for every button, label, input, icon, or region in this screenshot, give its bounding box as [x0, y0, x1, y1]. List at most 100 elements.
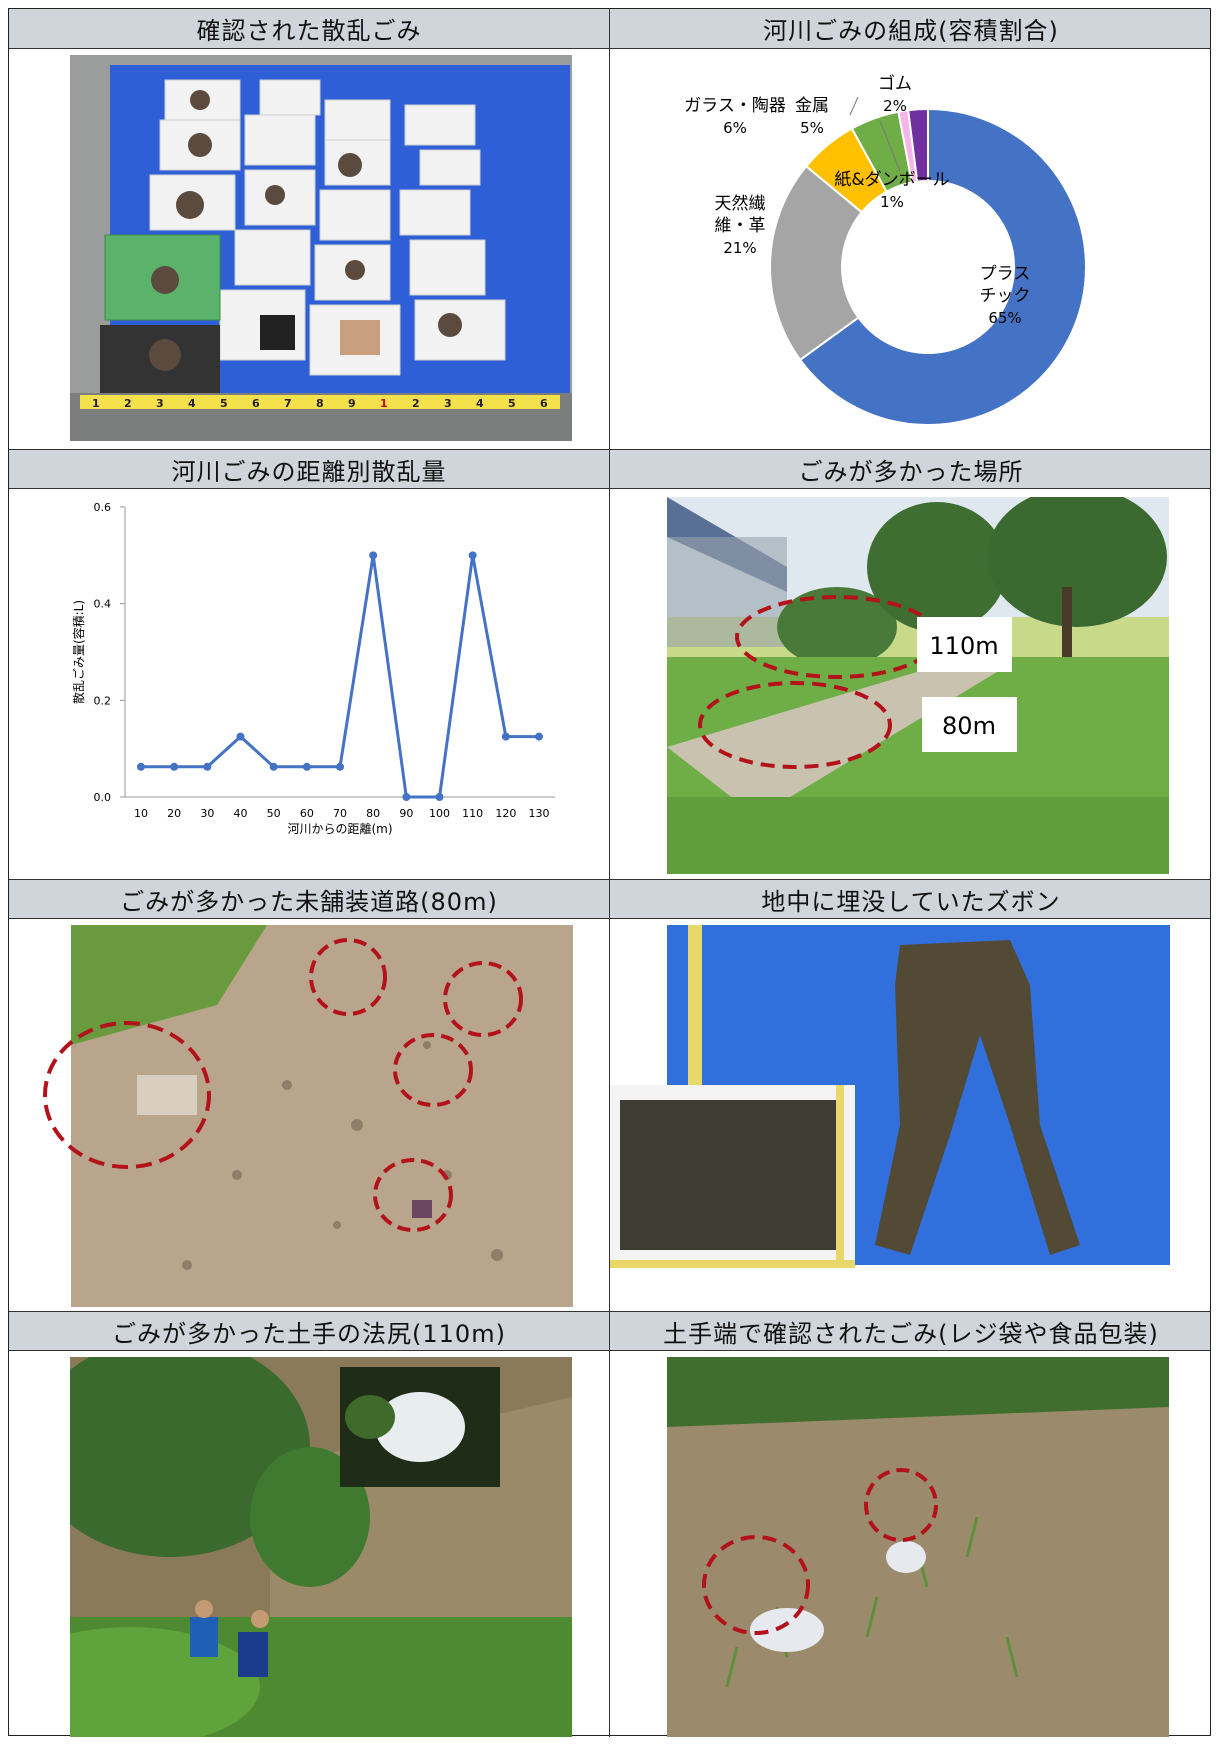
ruler-digit: 1 [92, 397, 100, 410]
donut-category-text: プラス [980, 264, 1031, 284]
leader-line-paper [879, 120, 901, 172]
ruler-digit: 9 [348, 397, 356, 410]
data-point [369, 551, 378, 560]
ruler-digit: 4 [476, 397, 484, 410]
row2-header: 河川ごみの距離別散乱量 ごみが多かった場所 [9, 449, 1210, 489]
x-tick-label: 120 [495, 807, 516, 820]
row1-body: 1 2 3 4 5 6 7 8 9 1 2 3 4 5 6 [9, 49, 1210, 449]
donut-percent-text: 5% [800, 119, 824, 137]
donut-category-text: 紙&ダンボール [834, 170, 949, 190]
distance-label-80: 80m [942, 712, 996, 740]
donut-slice-5 [907, 107, 929, 183]
donut-percent-text: 6% [723, 119, 747, 137]
ruler-digit: 1 [380, 397, 388, 410]
ruler-digit: 4 [188, 397, 196, 410]
donut-label-4: 紙&ダンボール 1% [834, 170, 949, 211]
donut-label-3: 金属 5% [795, 96, 829, 137]
donut-slice-0 [798, 107, 1087, 426]
ruler-digit: 8 [316, 397, 324, 410]
y-tick-label: 0.6 [94, 501, 112, 514]
y-tick-label: 0.0 [94, 791, 112, 804]
row1-header: 確認された散乱ごみ 河川ごみの組成(容積割合) [9, 9, 1210, 49]
data-point [170, 762, 179, 771]
leader-line-rubber [849, 96, 859, 116]
x-tick-label: 110 [462, 807, 483, 820]
distance-label-110: 110m [929, 632, 998, 660]
riverbank-photo: 110m 80m [667, 497, 1169, 874]
x-tick-label: 10 [134, 807, 148, 820]
x-tick-label: 70 [333, 807, 347, 820]
series-line [141, 555, 539, 799]
x-tick-label: 60 [300, 807, 314, 820]
data-point [535, 732, 543, 741]
donut-category-text: 金属 [795, 96, 829, 116]
data-point [336, 762, 344, 771]
data-point [302, 762, 311, 771]
x-tick-label: 90 [399, 807, 413, 820]
data-point [402, 793, 411, 801]
waste-trays-photo: 1 2 3 4 5 6 7 8 9 1 2 3 4 5 6 [70, 55, 572, 441]
embankment-edge-photo [667, 1357, 1169, 1737]
panel-title-scattered-waste: 確認された散乱ごみ [196, 17, 422, 45]
donut-category-text: チック [980, 286, 1031, 306]
donut-category-text: ガラス・陶器 [684, 96, 786, 116]
row3-body [9, 919, 1210, 1311]
ruler-digit: 6 [540, 397, 548, 410]
y-tick-label: 0.2 [94, 694, 112, 707]
panel-title-embankment-edge: 土手端で確認されたごみ(レジ袋や食品包装) [663, 1319, 1159, 1348]
donut-percent-text: 2% [883, 97, 907, 115]
y-tick-label: 0.4 [94, 598, 112, 611]
row2-body: 0.0 0.2 0.4 0.6 10 20 30 40 50 60 70 80 90 100 110 120 1… [9, 489, 1210, 879]
panel-title-distance: 河川ごみの距離別散乱量 [171, 457, 447, 486]
donut-percent-text: 21% [723, 239, 756, 257]
x-tick-label: 80 [366, 807, 380, 820]
row4-header: ごみが多かった土手の法尻(110m) 土手端で確認されたごみ(レジ袋や食品包装) [9, 1311, 1210, 1351]
row3-header: ごみが多かった未舗装道路(80m) 地中に埋没していたズボン [9, 879, 1210, 919]
x-tick-label: 130 [529, 807, 550, 820]
donut-category-text: 天然繊 [715, 194, 766, 214]
panel-title-buried-pants: 地中に埋没していたズボン [761, 887, 1061, 916]
panel-title-hotspot: ごみが多かった場所 [798, 457, 1024, 486]
data-point [269, 762, 278, 771]
panel-title-composition: 河川ごみの組成(容積割合) [763, 17, 1059, 45]
data-point [236, 732, 245, 741]
panel-title-embankment-toe: ごみが多かった土手の法尻(110m) [112, 1319, 506, 1348]
x-tick-label: 100 [429, 807, 450, 820]
y-axis-title: 散乱ごみ量(容積:L) [71, 600, 86, 704]
distance-line-chart: 0.0 0.2 0.4 0.6 10 20 30 40 50 60 70 80 90 100 110 120 1… [71, 501, 555, 836]
x-tick-label: 20 [167, 807, 181, 820]
x-tick-label: 50 [267, 807, 281, 820]
ruler-digit: 2 [412, 397, 420, 410]
donut-label-2: ガラス・陶器 6% [684, 96, 786, 137]
report-sheet: 確認された散乱ごみ 河川ごみの組成(容積割合) [8, 8, 1211, 1737]
x-tick-label: 40 [234, 807, 248, 820]
ruler-digit: 3 [444, 397, 452, 410]
data-point [137, 762, 145, 771]
donut-percent-text: 65% [988, 309, 1021, 327]
x-tick-label: 30 [200, 807, 214, 820]
donut-category-text: 維・革 [715, 216, 766, 236]
ruler-digit: 5 [220, 397, 228, 410]
ruler-digit: 6 [252, 397, 260, 410]
data-point [501, 732, 510, 741]
donut-label-5: ゴム 2% [878, 73, 912, 115]
embankment-toe-photo [70, 1357, 572, 1737]
buried-pants-photo [610, 925, 1170, 1307]
data-point [435, 793, 444, 801]
donut-category-text: ゴム [878, 73, 912, 94]
row4-body [9, 1351, 1210, 1737]
panel-title-dirt-road: ごみが多かった未舗装道路(80m) [120, 887, 498, 916]
ruler-digit: 7 [284, 397, 292, 410]
ruler-digit: 3 [156, 397, 164, 410]
data-point [203, 762, 212, 771]
ruler-digit: 2 [124, 397, 132, 410]
dirt-road-photo [37, 925, 579, 1307]
ruler-digit: 5 [508, 397, 516, 410]
donut-slice-1 [769, 164, 864, 362]
donut-percent-text: 1% [880, 193, 904, 211]
data-point [468, 551, 477, 560]
x-axis-title: 河川からの距離(m) [287, 822, 392, 836]
